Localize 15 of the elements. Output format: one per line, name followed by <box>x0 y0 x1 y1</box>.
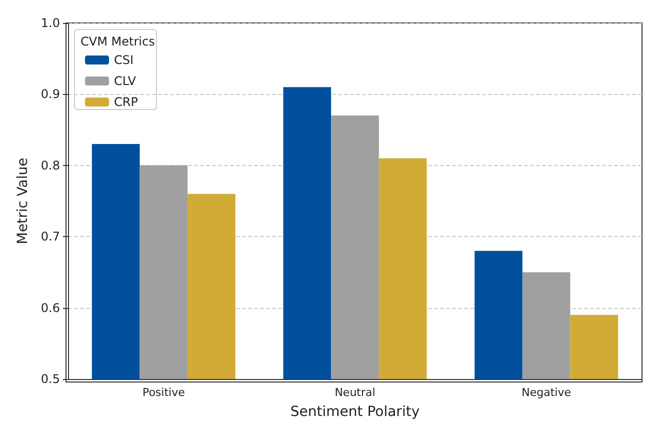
y-tick-label: 1.0 <box>40 16 60 30</box>
legend-title: CVM Metrics <box>80 34 155 48</box>
x-tick-label: Neutral <box>334 386 376 399</box>
y-axis-title: Metric Value <box>15 158 31 244</box>
x-tick-label: Positive <box>142 386 186 399</box>
x-tick-label: Negative <box>522 386 572 399</box>
y-tick-label: 0.7 <box>40 230 60 244</box>
legend-label: CLV <box>114 74 137 88</box>
y-tick-label: 0.5 <box>40 372 60 386</box>
legend-label: CRP <box>114 95 138 109</box>
y-tick-label: 0.6 <box>40 300 60 315</box>
y-tick-label: 0.9 <box>40 87 60 102</box>
y-tick-label: 0.8 <box>40 158 60 172</box>
legend-label: CSI <box>114 53 134 67</box>
x-axis-title: Sentiment Polarity <box>290 404 420 420</box>
